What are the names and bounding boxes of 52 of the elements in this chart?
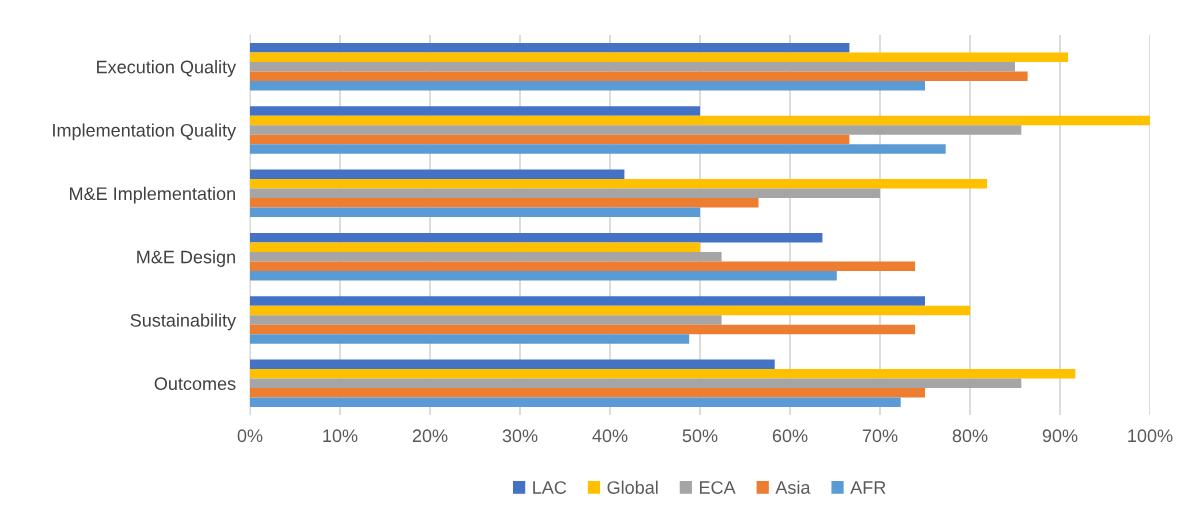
bar	[250, 369, 1076, 379]
x-tick-label: 100%	[1128, 429, 1173, 443]
bar	[250, 198, 759, 208]
x-tick-label: 40%	[592, 429, 628, 443]
bar	[250, 324, 916, 335]
x-tick-label: 60%	[772, 429, 808, 443]
x-tick-label: 0%	[237, 429, 263, 443]
bar	[250, 270, 837, 281]
y-tick-label: M&E Implementation	[70, 186, 235, 204]
x-tick-label: 20%	[412, 429, 448, 443]
bar	[250, 71, 1028, 81]
bar	[250, 52, 1069, 62]
bar	[250, 359, 775, 370]
bar	[250, 296, 925, 306]
legend-label: Asia	[775, 480, 811, 494]
legend-label: LAC	[533, 481, 567, 494]
y-tick-label: M&E Design	[137, 250, 235, 267]
bar	[250, 115, 1150, 126]
y-tick-label: Outcomes	[154, 377, 236, 391]
bar	[250, 315, 722, 325]
y-tick-label: Implementation Quality	[53, 123, 237, 141]
bar	[250, 134, 850, 145]
y-tick-label: Execution Quality	[97, 60, 237, 77]
bar	[250, 388, 925, 398]
x-tick-label: 30%	[502, 429, 538, 443]
legend-label: Global	[607, 480, 658, 494]
bar	[250, 144, 946, 154]
bar	[250, 188, 880, 199]
bar	[250, 207, 700, 218]
bar	[250, 378, 1022, 389]
bar	[250, 305, 970, 316]
x-tick-label: 70%	[862, 429, 898, 443]
bar	[250, 397, 901, 408]
x-tick-label: 90%	[1042, 429, 1078, 443]
x-tick-label: 10%	[323, 429, 358, 443]
bar	[250, 42, 850, 53]
bar	[250, 106, 700, 116]
y-tick-label: Sustainability	[130, 313, 237, 331]
bar	[250, 61, 1015, 72]
bar	[250, 251, 722, 262]
legend-label: AFR	[850, 481, 886, 494]
x-tick-label: 50%	[682, 429, 718, 443]
bar	[250, 80, 925, 91]
bar	[250, 242, 700, 252]
bar	[250, 261, 916, 271]
legend-label: ECA	[699, 481, 736, 494]
bar	[250, 334, 690, 344]
x-tick-label: 80%	[952, 429, 988, 443]
bar	[250, 232, 823, 243]
bar	[250, 179, 988, 189]
bar	[250, 125, 1022, 135]
bar	[250, 169, 625, 180]
